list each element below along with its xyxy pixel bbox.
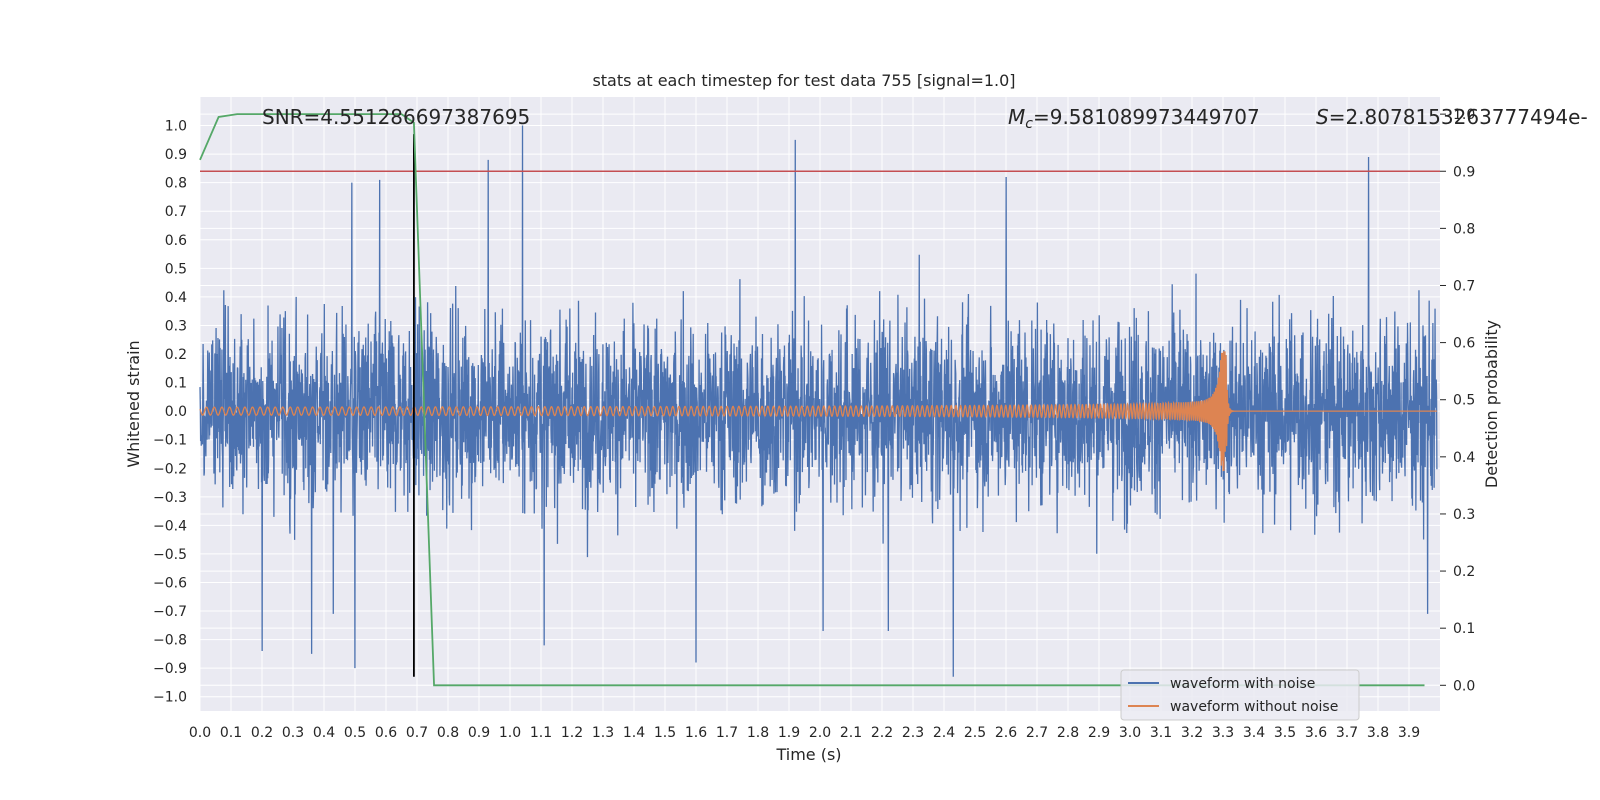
x-tick-label: 3.8 — [1367, 725, 1389, 741]
y2-tick-label: 0.7 — [1453, 278, 1475, 294]
y2-tick-label: 0.6 — [1453, 336, 1475, 352]
x-axis-label: Time (s) — [775, 745, 841, 764]
mc-annotation: Mc=9.581089973449707 — [1008, 105, 1260, 132]
y2-tick-label: 0.2 — [1453, 564, 1475, 580]
x-tick-label: 0.0 — [189, 725, 211, 741]
y-tick-label: 1.0 — [165, 119, 187, 135]
x-tick-label: 2.7 — [1026, 725, 1048, 741]
x-tick-label: 0.3 — [282, 725, 304, 741]
x-tick-label: 3.2 — [1181, 725, 1203, 741]
series-waveform-without-noise — [199, 351, 1437, 472]
y-tick-label: 0.6 — [165, 233, 187, 249]
x-tick-label: 1.3 — [592, 725, 614, 741]
y-tick-label: 0.1 — [165, 376, 187, 392]
probability-line — [199, 113, 1425, 687]
x-tick-label: 2.3 — [902, 725, 924, 741]
noise-waveform-line — [199, 125, 1438, 677]
y-tick-label: 0.4 — [165, 290, 187, 306]
legend-label-noise: waveform with noise — [1170, 676, 1315, 692]
x-tick-label: 3.9 — [1398, 725, 1420, 741]
y-tick-label: −0.5 — [153, 547, 187, 563]
x-tick-label: 2.5 — [964, 725, 986, 741]
x-tick-label: 0.2 — [251, 725, 273, 741]
y2-tick-label: 0.3 — [1453, 507, 1475, 523]
x-tick-label: 1.0 — [499, 725, 521, 741]
x-tick-label: 3.4 — [1243, 725, 1265, 741]
y-tick-label: −0.8 — [153, 633, 187, 649]
x-tick-label: 2.2 — [871, 725, 893, 741]
y-tick-label: 0.7 — [165, 204, 187, 220]
y-tick-label: −0.2 — [153, 461, 187, 477]
s-annotation: S=2.8078153263777494e- — [1316, 105, 1588, 129]
y-tick-label: −0.6 — [153, 575, 187, 591]
y-tick-label: 0.0 — [165, 404, 187, 420]
x-tick-label: 2.4 — [933, 725, 955, 741]
y2-tick-label: 0.5 — [1453, 393, 1475, 409]
overlay-lines — [200, 134, 1440, 677]
y-tick-label: −0.7 — [153, 604, 187, 620]
legend-label-clean: waveform without noise — [1170, 699, 1338, 715]
y-tick-label: 0.8 — [165, 176, 187, 192]
legend: waveform with noise waveform without noi… — [1120, 669, 1360, 721]
x-tick-label: 3.6 — [1305, 725, 1327, 741]
y2-tick-label: 1.0 — [1453, 107, 1475, 123]
y2-tick-label: 0.0 — [1453, 678, 1475, 694]
x-tick-label: 0.9 — [468, 725, 490, 741]
x-tick-label: 3.3 — [1212, 725, 1234, 741]
x-tick-label: 2.6 — [995, 725, 1017, 741]
y-tick-label: −0.4 — [153, 518, 187, 534]
snr-annotation: SNR=4.551286697387695 — [262, 105, 530, 129]
y2-axis-ticks: 1.0 0.9 0.8 0.7 0.6 0.5 0.4 0.3 0.2 0.1 0.0 — [1440, 107, 1475, 694]
x-tick-label: 0.6 — [375, 725, 397, 741]
y-tick-label: 0.9 — [165, 147, 187, 163]
x-tick-label: 1.8 — [747, 725, 769, 741]
x-tick-label: 0.1 — [220, 725, 242, 741]
legend-box — [1120, 669, 1360, 721]
x-axis-ticks: 0.0 0.1 0.2 0.3 0.4 0.5 0.6 0.7 0.8 0.9 1.0 1.1 1.2 1… — [189, 725, 1420, 741]
clean-waveform-line — [199, 351, 1437, 472]
y-tick-label: 0.3 — [165, 318, 187, 334]
y2-axis-label: Detection probability — [1482, 320, 1501, 488]
y-axis-ticks: 1.0 0.9 0.8 0.7 0.6 0.5 0.4 0.3 0.2 0.1 0.0 −0.1 −0.… — [153, 119, 187, 706]
x-tick-label: 1.1 — [530, 725, 552, 741]
x-tick-label: 0.4 — [313, 725, 335, 741]
x-tick-label: 3.0 — [1119, 725, 1141, 741]
y2-tick-label: 0.8 — [1453, 221, 1475, 237]
y-tick-label: −1.0 — [153, 690, 187, 706]
y-tick-label: 0.5 — [165, 261, 187, 277]
x-tick-label: 1.6 — [685, 725, 707, 741]
y2-tick-label: 0.4 — [1453, 450, 1475, 466]
y2-tick-label: 0.1 — [1453, 621, 1475, 637]
mc-symbol: M — [1008, 105, 1025, 129]
x-tick-label: 1.9 — [778, 725, 800, 741]
x-tick-label: 1.7 — [716, 725, 738, 741]
x-tick-label: 2.8 — [1057, 725, 1079, 741]
x-tick-label: 3.7 — [1336, 725, 1358, 741]
x-tick-label: 0.5 — [344, 725, 366, 741]
x-tick-label: 1.2 — [561, 725, 583, 741]
y-axis-label: Whitened strain — [124, 340, 143, 467]
s-symbol: S — [1316, 105, 1329, 129]
mc-value: =9.581089973449707 — [1033, 105, 1260, 129]
x-tick-label: 3.5 — [1274, 725, 1296, 741]
chart-title: stats at each timestep for test data 755… — [592, 71, 1015, 90]
mc-subscript: c — [1025, 116, 1033, 132]
x-tick-label: 2.1 — [840, 725, 862, 741]
s-value: =2.8078153263777494e- — [1329, 105, 1588, 129]
x-tick-label: 0.8 — [437, 725, 459, 741]
x-tick-label: 1.4 — [623, 725, 645, 741]
x-tick-label: 1.5 — [654, 725, 676, 741]
x-tick-label: 2.0 — [809, 725, 831, 741]
series-waveform-with-noise — [199, 125, 1438, 677]
y-tick-label: −0.9 — [153, 661, 187, 677]
x-tick-label: 2.9 — [1088, 725, 1110, 741]
series-detection-probability — [199, 113, 1425, 687]
y2-tick-label: 0.9 — [1453, 164, 1475, 180]
y-tick-label: −0.3 — [153, 490, 187, 506]
y-tick-label: −0.1 — [153, 433, 187, 449]
x-tick-label: 3.1 — [1150, 725, 1172, 741]
x-tick-label: 0.7 — [406, 725, 428, 741]
y-tick-label: 0.2 — [165, 347, 187, 363]
